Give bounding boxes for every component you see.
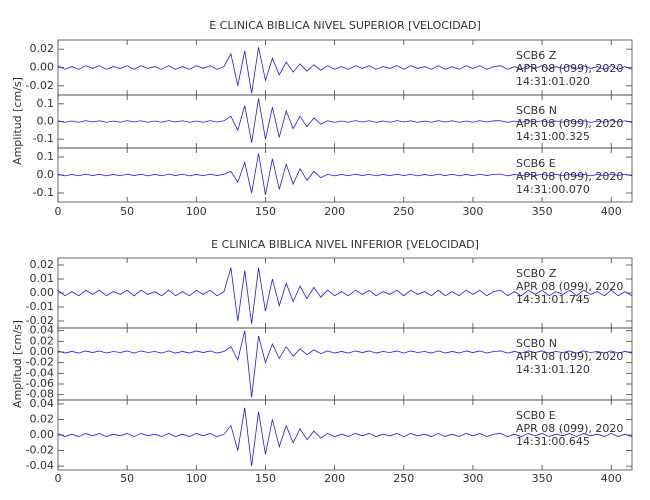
station-label: SCB6 E: [516, 157, 556, 170]
x-tick-label: 400: [601, 205, 622, 218]
y-tick-label: 0.02: [30, 334, 55, 347]
station-label: SCB6 Z: [516, 49, 557, 62]
y-tick-label: 0.04: [30, 324, 55, 337]
date-label: APR 08 (099), 2020: [516, 422, 623, 435]
x-tick-label: 200: [324, 205, 345, 218]
y-tick-label: 0.02: [30, 42, 55, 55]
y-tick-label: 0.00: [30, 286, 55, 299]
x-tick-label: 250: [393, 472, 414, 485]
date-label: APR 08 (099), 2020: [516, 280, 623, 293]
x-tick-label: 400: [601, 472, 622, 485]
x-tick-label: 300: [462, 205, 483, 218]
seismic-trace: [57, 407, 633, 467]
y-tick-label: -0.01: [26, 300, 54, 313]
y-tick-label: -0.04: [26, 459, 54, 472]
y-tick-label: -0.02: [26, 444, 54, 457]
y-tick-label: 0.02: [30, 412, 55, 425]
x-tick-label: 200: [324, 472, 345, 485]
y-axis-label: Amplitud [cm/s]: [11, 320, 24, 408]
seismic-trace: [57, 267, 633, 324]
station-label: SCB6 N: [516, 104, 557, 117]
x-tick-label: 150: [255, 472, 276, 485]
time-label: 14:31:01.745: [516, 293, 590, 306]
y-tick-label: -0.04: [26, 366, 54, 379]
chart-title: E CLINICA BIBLICA NIVEL INFERIOR [VELOCI…: [211, 238, 479, 251]
seismic-trace: [57, 153, 633, 195]
x-tick-label: 0: [55, 205, 62, 218]
x-tick-label: 350: [532, 472, 553, 485]
y-tick-label: -0.1: [33, 132, 54, 145]
seismic-trace: [57, 330, 633, 398]
x-tick-label: 300: [462, 472, 483, 485]
y-tick-label: -0.02: [26, 79, 54, 92]
station-label: SCB0 Z: [516, 267, 557, 280]
y-tick-label: -0.02: [26, 314, 54, 327]
chart-title: E CLINICA BIBLICA NIVEL SUPERIOR [VELOCI…: [209, 19, 481, 32]
x-tick-label: 0: [55, 472, 62, 485]
y-tick-label: 0.1: [37, 150, 55, 163]
x-tick-label: 100: [186, 472, 207, 485]
x-tick-label: 250: [393, 205, 414, 218]
x-tick-label: 100: [186, 205, 207, 218]
x-tick-label: 150: [255, 205, 276, 218]
date-label: APR 08 (099), 2020: [516, 62, 623, 75]
seismic-trace: [57, 98, 633, 143]
seismic-trace: [57, 47, 633, 94]
y-tick-label: -0.08: [26, 388, 54, 401]
time-label: 14:31:01.020: [516, 75, 590, 88]
y-tick-label: 0.1: [37, 97, 55, 110]
y-tick-label: 0.00: [30, 61, 55, 74]
x-tick-label: 50: [120, 472, 134, 485]
time-label: 14:31:00.645: [516, 435, 590, 448]
date-label: APR 08 (099), 2020: [516, 117, 623, 130]
x-tick-label: 350: [532, 205, 553, 218]
y-tick-label: 0.01: [30, 272, 55, 285]
date-label: APR 08 (099), 2020: [516, 350, 623, 363]
y-tick-label: -0.06: [26, 377, 54, 390]
time-label: 14:31:00.070: [516, 183, 590, 196]
y-tick-label: 0.02: [30, 258, 55, 271]
time-label: 14:31:00.325: [516, 130, 590, 143]
date-label: APR 08 (099), 2020: [516, 170, 623, 183]
station-label: SCB0 E: [516, 409, 556, 422]
y-axis-label: Amplitud [cm/s]: [11, 77, 24, 165]
time-label: 14:31:01.120: [516, 363, 590, 376]
y-tick-label: 0.04: [30, 397, 55, 410]
y-tick-label: 0.00: [30, 428, 55, 441]
station-label: SCB0 N: [516, 337, 557, 350]
y-tick-label: -0.02: [26, 356, 54, 369]
y-tick-label: 0.0: [37, 115, 55, 128]
y-tick-label: 0.00: [30, 345, 55, 358]
y-tick-label: 0.0: [37, 168, 55, 181]
x-tick-label: 50: [120, 205, 134, 218]
y-tick-label: -0.1: [33, 186, 54, 199]
